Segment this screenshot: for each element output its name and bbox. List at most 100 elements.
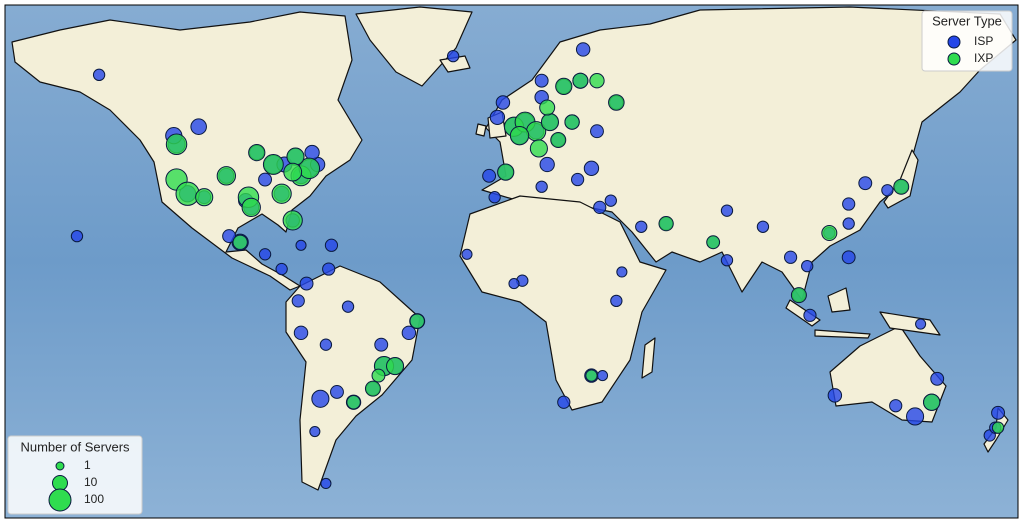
server-bubble: [309, 425, 321, 438]
size-legend-label: 100: [84, 492, 104, 506]
legend-title: Number of Servers: [20, 439, 130, 454]
size-legend-marker: [55, 461, 65, 471]
legend-marker: [947, 52, 961, 66]
server-bubble: [540, 113, 560, 132]
server-bubble: [258, 248, 272, 261]
server-bubble: [821, 225, 838, 242]
server-bubble: [893, 178, 910, 195]
legend-box: [921, 10, 1013, 72]
server-bubble: [341, 300, 355, 313]
land: [11, 6, 1017, 491]
server-bubble: [275, 262, 288, 276]
server-bubble: [572, 72, 589, 89]
server-bubble: [720, 204, 734, 217]
server-bubble: [610, 294, 623, 308]
server-bubble: [783, 250, 798, 264]
bubbles: [70, 42, 1005, 490]
server-bubble: [596, 370, 609, 382]
server-bubble: [195, 188, 214, 207]
legend-label: IXP: [974, 51, 993, 65]
server-bubble: [589, 73, 605, 89]
size-legend-marker: [48, 488, 72, 512]
size-legend-label: 10: [84, 475, 98, 489]
server-bubble: [842, 217, 855, 230]
server-bubble: [401, 325, 417, 341]
size-legend-label: 1: [84, 458, 91, 472]
server-bubble: [371, 368, 386, 383]
server-bubble: [571, 172, 585, 187]
indonesia: [785, 287, 941, 339]
server-bubble: [482, 168, 497, 183]
server-bubble: [282, 210, 303, 231]
server-bubble: [801, 259, 814, 273]
server-bubble: [291, 294, 305, 308]
server-bubble: [991, 405, 1005, 420]
server-bubble: [509, 126, 530, 146]
server-bubble: [842, 197, 856, 211]
size-legend: Number of Servers 1 10 100: [7, 435, 143, 515]
server-bubble: [604, 194, 617, 207]
server-bubble: [92, 68, 106, 82]
server-bubble: [803, 308, 817, 322]
server-bubble: [590, 124, 604, 139]
server-bubble: [858, 176, 873, 191]
server-bubble: [889, 399, 903, 413]
server-bubble: [508, 278, 520, 290]
legend-title: Server Type: [932, 13, 1002, 28]
server-bubble: [906, 407, 925, 426]
server-bubble: [248, 143, 266, 162]
server-bubble: [299, 276, 314, 291]
server-bubble: [322, 262, 336, 276]
eurasia: [481, 6, 1017, 301]
server-bubble: [535, 180, 548, 193]
type-legend: Server Type ISP IXP: [921, 10, 1013, 72]
server-bubble: [720, 254, 734, 267]
server-bubble: [756, 220, 770, 233]
server-bubble: [175, 181, 200, 206]
server-bubble: [271, 183, 292, 204]
legend-box: [7, 435, 143, 515]
server-bubble: [539, 99, 556, 116]
server-bubble: [386, 357, 405, 376]
server-bubble: [616, 266, 628, 278]
server-bubble: [539, 156, 555, 173]
server-bubble: [319, 338, 333, 351]
server-bubble: [165, 133, 188, 156]
server-bubble: [635, 220, 648, 233]
server-bubble: [216, 166, 237, 186]
server-bubble: [324, 238, 339, 252]
server-bubble: [841, 250, 856, 265]
server-bubble: [658, 215, 674, 232]
server-bubble: [262, 154, 284, 175]
server-bubble: [529, 139, 548, 158]
size-legend-marker: [52, 475, 68, 491]
server-bubble: [286, 147, 305, 166]
server-bubble: [608, 94, 625, 111]
server-bubble: [593, 200, 607, 214]
server-bubble: [304, 144, 320, 161]
server-bubble: [330, 385, 344, 399]
north-america: [11, 11, 363, 291]
server-bubble: [585, 369, 598, 382]
server-bubble: [991, 421, 1005, 434]
server-bubble: [497, 163, 515, 181]
server-bubble: [293, 325, 309, 341]
server-bubble: [409, 313, 425, 329]
server-bubble: [827, 388, 843, 403]
server-bubble: [550, 132, 567, 149]
server-bubble: [190, 118, 207, 135]
server-bubble: [488, 191, 501, 204]
server-bubble: [534, 73, 549, 88]
server-bubble: [374, 337, 389, 352]
server-bubble: [461, 248, 473, 260]
server-bubble: [706, 235, 721, 250]
server-bubble: [446, 49, 460, 63]
server-bubble: [583, 160, 600, 176]
server-bubble: [222, 229, 237, 244]
legend-marker: [947, 35, 961, 49]
server-bubble: [575, 42, 591, 57]
server-bubble: [258, 172, 273, 187]
server-bubble: [311, 389, 330, 408]
server-bubble: [364, 380, 381, 397]
